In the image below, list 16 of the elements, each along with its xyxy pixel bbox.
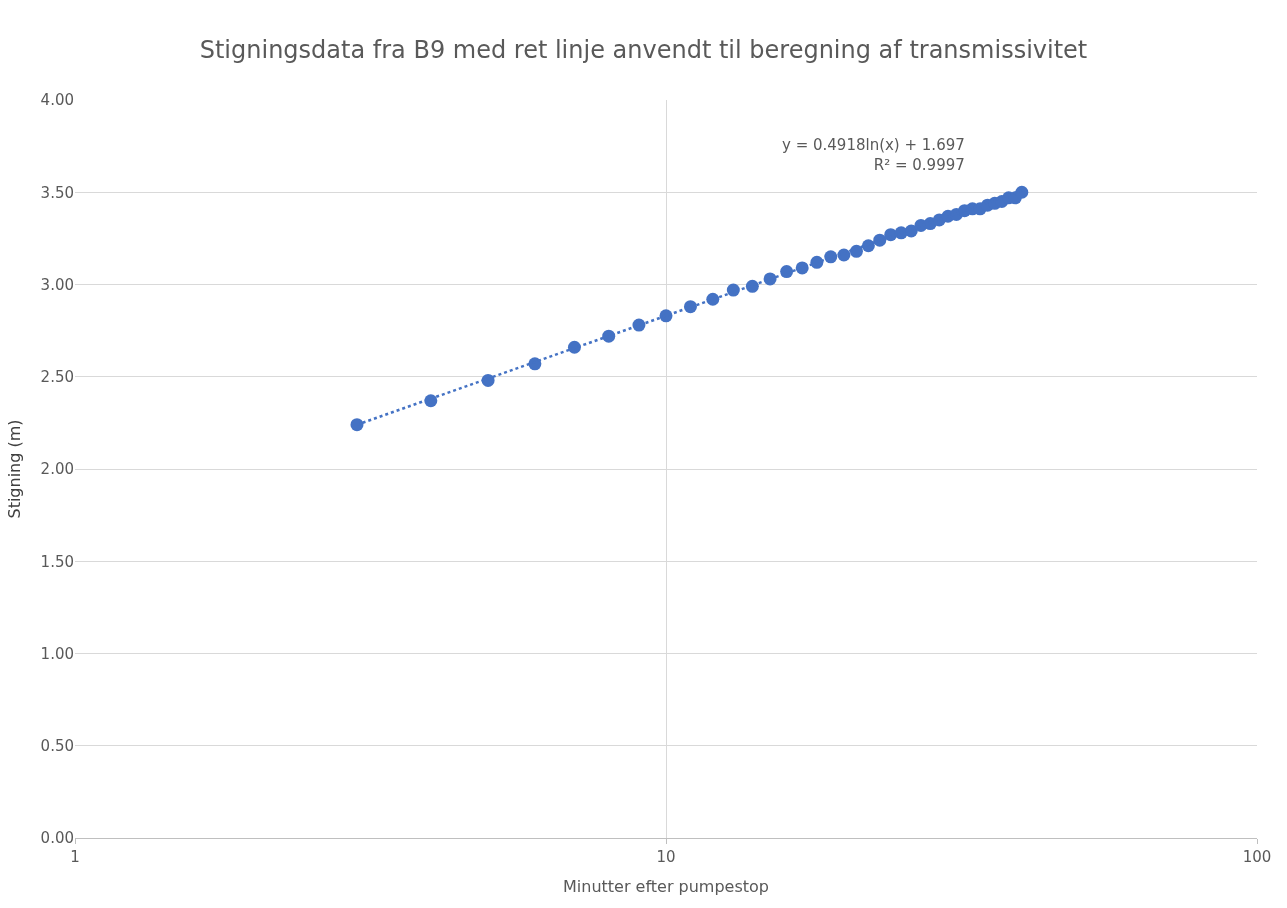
y-tick-label: 3.50 <box>40 183 74 202</box>
x-tick-label: 100 <box>1242 848 1272 867</box>
chart-title: Stigningsdata fra B9 med ret linje anvendt til beregning af transmissivitet <box>199 35 1088 64</box>
y-tick-label: 2.00 <box>40 460 74 479</box>
y-axis-title: Stigning (m) <box>5 419 25 519</box>
y-tick-label: 3.00 <box>40 275 74 294</box>
y-tick-label: 4.00 <box>40 91 74 110</box>
x-tick-label: 1 <box>70 848 80 867</box>
x-tick-label: 10 <box>656 848 676 867</box>
y-tick-label: 0.00 <box>40 829 74 848</box>
x-axis-title: Minutter efter pumpestop <box>563 876 769 896</box>
annotation: y = 0.4918ln(x) + 1.697 R² = 0.9997 <box>782 136 965 174</box>
y-tick-label: 2.50 <box>40 368 74 386</box>
y-tick-label: 0.50 <box>40 737 74 755</box>
y-tick-label: 1.00 <box>40 644 74 663</box>
y-tick-label: 1.50 <box>40 552 74 571</box>
